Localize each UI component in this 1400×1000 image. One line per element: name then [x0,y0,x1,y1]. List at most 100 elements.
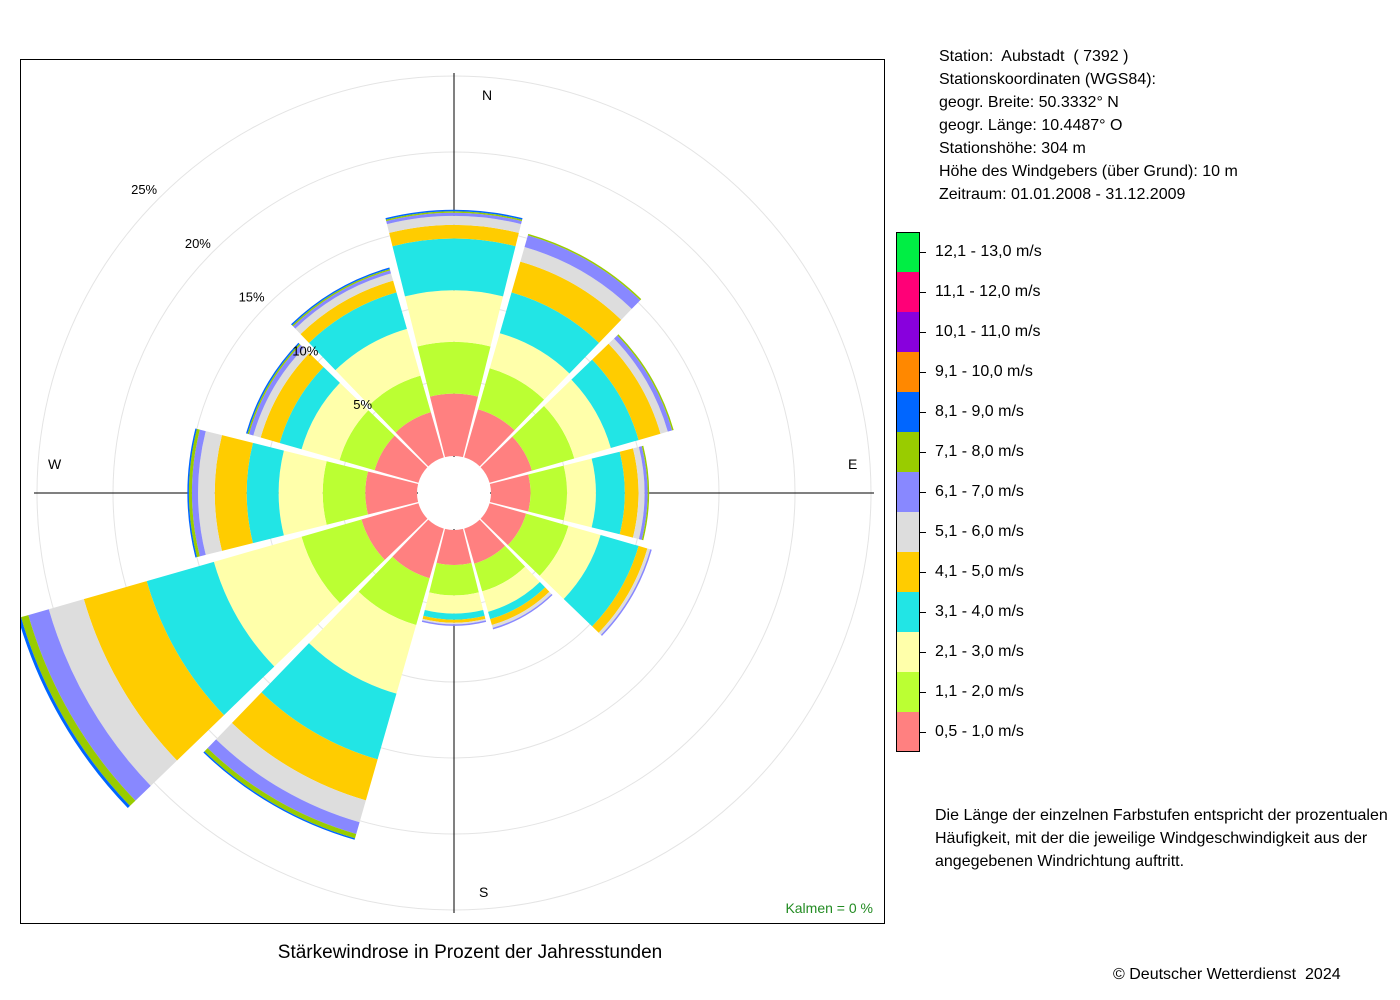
sector-segment [28,609,151,801]
sector-segment [187,428,197,558]
sector-segment [512,406,575,471]
legend-tick [920,332,926,333]
sector-segment [488,581,546,620]
sector-segment [423,610,485,620]
legend-item: 12,1 - 13,0 m/s [896,232,1096,272]
sector-segment [207,739,360,834]
station-name: Station: Aubstadt ( 7392 ) [939,48,1129,65]
sector-segment [361,503,428,560]
sector-segment [386,215,522,233]
chart-title: Stärkewindrose in Prozent der Jahresstun… [277,942,663,963]
sector-segment [279,366,340,450]
sector-segment [480,436,532,483]
sector-segment [369,375,431,433]
compass-axes [34,73,874,913]
wind-rose-chart: 5% 10% 15% 20% 25% N E S W Kalmen = 0 % [21,73,874,916]
explanation-text: Die Länge der einzelnen Farbstufen entsp… [935,807,1388,870]
station-coordinates-heading: Stationskoordinaten (WGS84): [939,71,1156,88]
sector-segment [392,519,444,579]
sector-segment [511,261,622,343]
sector-segment [392,238,516,297]
legend-tick [920,692,926,693]
sector-segment [204,748,357,839]
legend-label: 11,1 - 12,0 m/s [935,283,1041,300]
legend-swatch [896,512,920,552]
sectors [21,209,674,840]
legend-swatch [896,392,920,432]
sector-segment [301,519,385,604]
sector-segment [358,556,430,626]
legend-label: 4,1 - 5,0 m/s [935,563,1024,580]
legend-tick [920,452,926,453]
sector-segment [253,347,310,438]
legend-swatch [896,472,920,512]
sector-segment [474,545,526,592]
sector-segment [591,451,625,535]
sector-segment [539,525,601,599]
sector-segment [192,429,206,557]
sector-segment [417,342,491,397]
wind-sensor-height: Höhe des Windgebers (über Grund): 10 m [939,163,1238,180]
legend-label: 6,1 - 7,0 m/s [935,483,1024,500]
legend-item: 6,1 - 7,0 m/s [896,472,1096,512]
copyright: © Deutscher Wetterdienst 2024 [1113,966,1341,983]
legend-item: 9,1 - 10,0 m/s [896,352,1096,392]
legend-item: 3,1 - 4,0 m/s [896,592,1096,632]
sector-segment [295,273,394,335]
legend-swatch [896,272,920,312]
sector-segment [339,410,395,471]
sector-segment [248,344,304,436]
sector-segment [385,209,523,220]
sector-segment [261,643,397,760]
sector-segment [436,528,472,565]
radial-tick-label: 20% [185,236,211,251]
sector-segment [464,409,515,467]
sector-segment [489,333,570,400]
sector-segment [322,461,368,525]
radial-tick-label: 25% [131,182,157,197]
legend-item: 5,1 - 6,0 m/s [896,512,1096,552]
legend-swatch [896,352,920,392]
legend-item: 2,1 - 3,0 m/s [896,632,1096,672]
sector-segment [429,562,479,596]
legend-label: 10,1 - 11,0 m/s [935,323,1041,340]
legend-item: 0,5 - 1,0 m/s [896,712,1096,752]
sector-segment [632,446,645,540]
legend-tick [920,492,926,493]
sector-segment [385,211,523,222]
sector-segment [507,513,569,576]
sector-segment [563,458,596,528]
legend-tick [920,252,926,253]
legend-tick [920,532,926,533]
sector-segment [429,393,479,458]
sector-segment [489,474,531,512]
radial-tick-label: 5% [353,397,372,412]
sector-segment [482,566,540,612]
legend-item: 11,1 - 12,0 m/s [896,272,1096,312]
legend-swatch [896,712,920,752]
legend-label: 3,1 - 4,0 m/s [935,603,1024,620]
legend-label: 12,1 - 13,0 m/s [935,243,1042,260]
sector-segment [499,292,600,374]
legend-swatch [896,232,920,272]
compass-south: S [479,884,488,900]
sector-segment [213,536,340,667]
sector-segment [480,503,527,546]
legend-swatch [896,552,920,592]
sector-segment [389,224,519,247]
legend-swatch [896,632,920,672]
legend-tick [920,412,926,413]
radial-tick-labels: 5% 10% 15% 20% 25% [131,182,372,412]
time-period: Zeitraum: 01.01.2008 - 31.12.2009 [939,186,1186,203]
sector-segment [21,615,136,806]
sector-segment [422,618,486,625]
legend-swatch [896,312,920,352]
sector-segment [146,561,275,716]
legend-tick [920,372,926,373]
legend-swatch [896,672,920,712]
sector-segment [421,620,487,626]
sector-segment [278,450,327,536]
legend-swatch [896,592,920,632]
sector-segment [293,270,392,329]
sector-segment [308,292,407,371]
